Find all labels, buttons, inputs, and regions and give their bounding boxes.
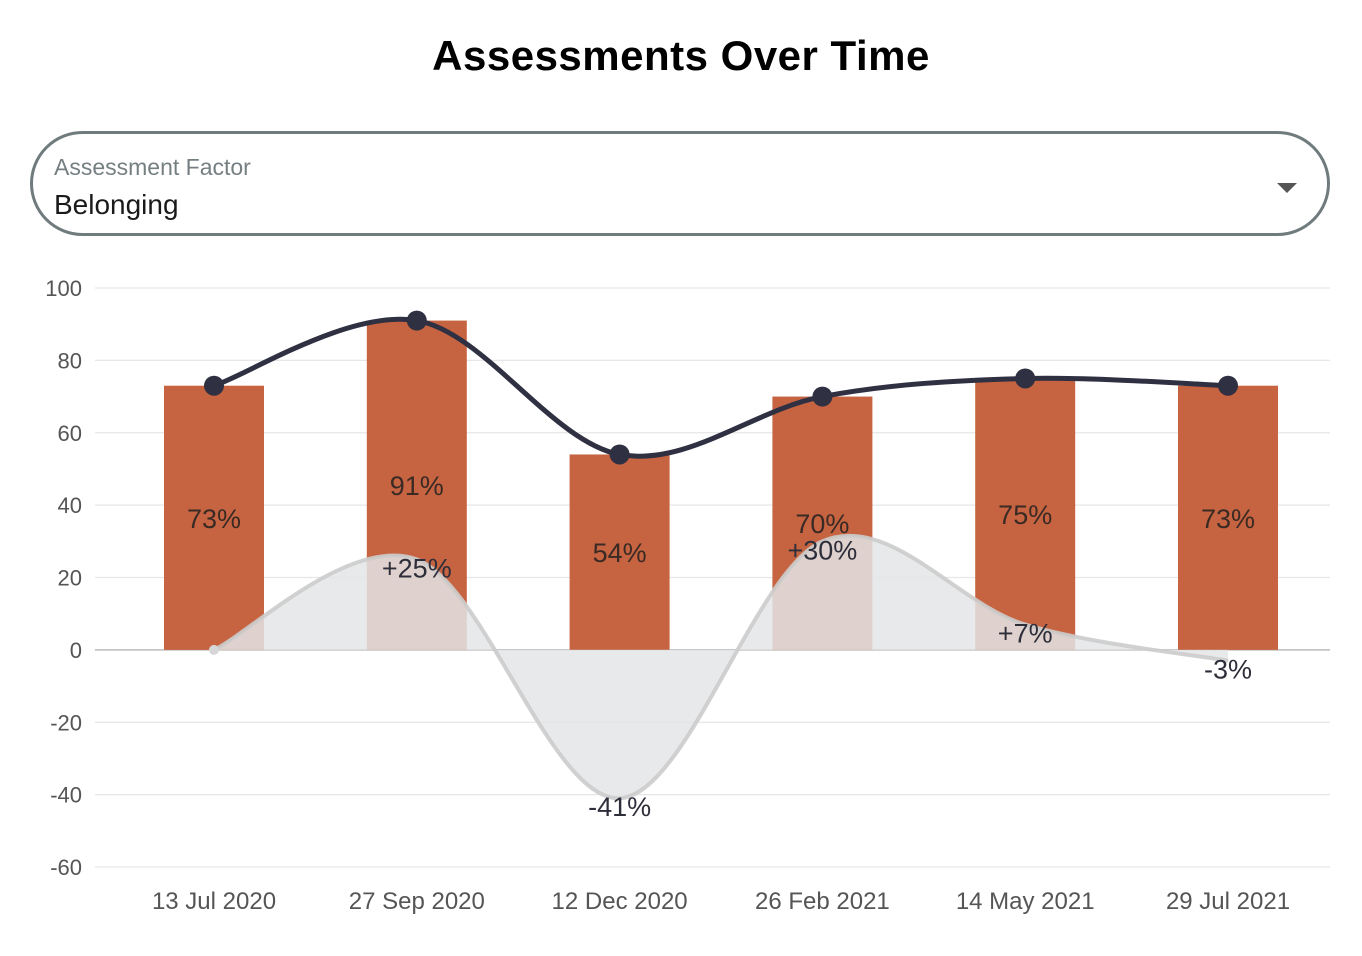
score-point [204,375,224,396]
bar [1178,385,1278,650]
x-tick-label: 26 Feb 2021 [755,888,890,915]
bar-value-label: 70% [795,509,849,539]
x-tick-label: 13 Jul 2020 [152,888,276,915]
y-tick-label: 0 [70,638,82,663]
change-value-label: -41% [588,792,651,822]
change-area [214,535,1228,799]
score-point [1218,375,1238,396]
page-title: Assessments Over Time [432,32,930,79]
y-tick-label: 60 [58,421,82,446]
change-line [213,533,1229,801]
x-tick-label: 14 May 2021 [956,888,1095,915]
bar-layer [164,320,1278,650]
y-tick-label: 40 [58,493,82,518]
score-line-layer [204,310,1238,465]
bar-value-label: 54% [593,538,647,568]
y-tick-label: 20 [58,566,82,591]
change-value-label: +30% [787,535,857,565]
y-tick-label: -40 [50,783,82,808]
change-area-layer [209,533,1229,801]
change-value-label: +25% [382,553,452,583]
y-tick-label: 100 [45,276,82,301]
bar-value-label: 75% [998,500,1052,530]
assessment-factor-label: Assessment Factor [54,154,251,180]
chevron-down-icon[interactable] [1277,183,1297,193]
bar-value-label: 73% [1201,504,1255,534]
score-point [609,444,630,465]
score-point [812,386,833,407]
x-tick-label: 12 Dec 2020 [552,888,688,915]
y-tick-label: -60 [50,855,82,880]
bar [975,378,1076,650]
score-point [406,310,427,331]
bar [569,454,670,650]
y-tick-label: -20 [50,710,82,735]
change-value-label: -3% [1204,655,1252,685]
x-tick-label: 29 Jul 2021 [1166,888,1290,915]
bar [772,396,873,650]
y-tick-label: 80 [58,348,82,373]
x-tick-label: 27 Sep 2020 [349,888,485,915]
score-line [213,316,1229,459]
change-value-label: +7% [998,619,1053,649]
score-point [1015,368,1036,389]
bar-value-label: 91% [390,471,444,501]
assessment-factor-value: Belonging [54,189,179,220]
assessment-factor-select[interactable]: Assessment Factor Belonging [30,131,1330,236]
label-layer: 73% 91% 54% 70% 75% 73% +25% -41% +30% +7% -3% [187,471,1255,822]
bar [366,320,467,650]
grid-layer: 100 80 60 40 20 0 -20 -40 -60 13 Jul 2020 27 Sep 2… [45,276,1330,915]
bar [164,385,264,650]
bar-value-label: 73% [187,504,241,534]
change-point [209,644,219,655]
